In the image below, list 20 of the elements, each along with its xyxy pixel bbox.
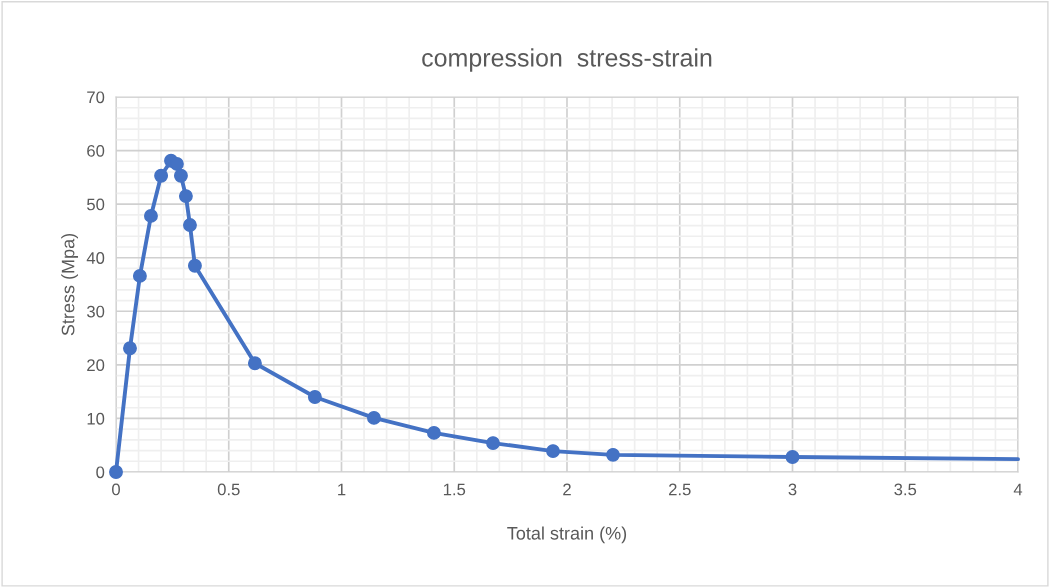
y-tick-label: 0 bbox=[96, 466, 105, 479]
x-tick-label: 1 bbox=[338, 483, 346, 496]
y-tick-label: 50 bbox=[87, 198, 105, 211]
x-tick-label: 2 bbox=[563, 483, 571, 496]
x-axis-title: Total strain (%) bbox=[507, 526, 627, 544]
y-tick-label: 60 bbox=[87, 144, 105, 157]
y-tick-label: 70 bbox=[87, 91, 105, 104]
y-tick-label: 10 bbox=[87, 412, 105, 425]
x-tick-label: 0 bbox=[112, 483, 120, 496]
x-tick-label: 4 bbox=[1013, 483, 1023, 496]
x-tick-label: 1.5 bbox=[443, 483, 466, 496]
chart-title: compression stress-strain bbox=[422, 48, 712, 72]
x-tick-label: 3 bbox=[788, 483, 797, 496]
y-tick-label: 40 bbox=[86, 252, 105, 264]
x-tick-label: 0.5 bbox=[217, 483, 240, 496]
x-tick-label: 3.5 bbox=[894, 483, 917, 496]
x-tick-label: 2.5 bbox=[669, 483, 691, 496]
y-tick-label: 30 bbox=[86, 305, 105, 318]
y-axis-title: Stress (Mpa) bbox=[61, 233, 79, 336]
y-tick-label: 20 bbox=[87, 359, 105, 372]
